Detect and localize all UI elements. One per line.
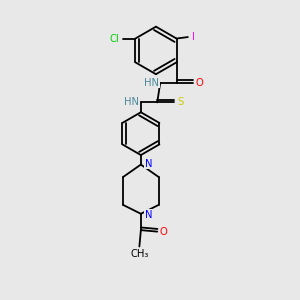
Text: HN: HN [124, 98, 139, 107]
Text: N: N [145, 210, 152, 220]
Text: S: S [178, 98, 184, 107]
Text: CH₃: CH₃ [130, 249, 148, 259]
Text: O: O [160, 226, 168, 237]
Text: O: O [196, 78, 203, 88]
Text: N: N [145, 159, 152, 169]
Text: HN: HN [144, 77, 159, 88]
Text: I: I [192, 32, 195, 42]
Text: Cl: Cl [110, 34, 119, 44]
